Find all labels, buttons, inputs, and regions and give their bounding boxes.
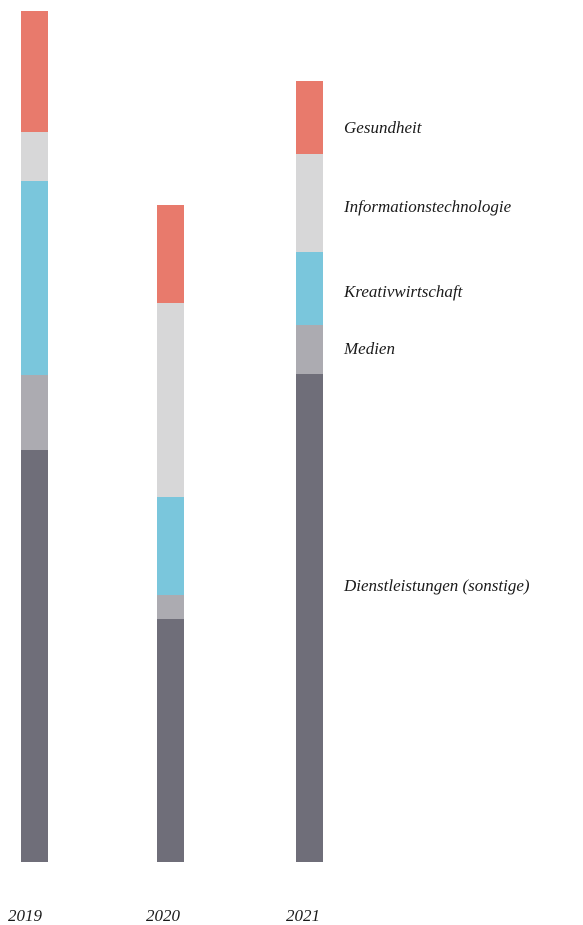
bar-segment-2020-gesundheit bbox=[157, 205, 184, 303]
bar-segment-2019-informationstechnologie bbox=[21, 132, 48, 181]
bar-segment-2021-informationstechnologie bbox=[296, 154, 323, 252]
legend-label-kreativwirtschaft: Kreativwirtschaft bbox=[343, 282, 464, 301]
bar-segment-2021-gesundheit bbox=[296, 81, 323, 154]
bar-segment-2020-medien bbox=[157, 595, 184, 619]
bar-segment-2021-dienstleistungen-sonstige bbox=[296, 374, 323, 862]
bar-segment-2020-dienstleistungen-sonstige bbox=[157, 619, 184, 862]
legend-label-informationstechnologie: Informationstechnologie bbox=[343, 197, 512, 216]
bar-segment-2019-kreativwirtschaft bbox=[21, 181, 48, 375]
bar-segment-2019-dienstleistungen-sonstige bbox=[21, 450, 48, 862]
legend-label-gesundheit: Gesundheit bbox=[344, 118, 423, 137]
bar-segment-2019-medien bbox=[21, 375, 48, 450]
bar-segment-2021-medien bbox=[296, 325, 323, 374]
bar-segment-2020-kreativwirtschaft bbox=[157, 497, 184, 595]
x-tick-label-2021: 2021 bbox=[286, 906, 320, 925]
legend-label-dienstleistungen-sonstige: Dienstleistungen (sonstige) bbox=[343, 576, 530, 595]
legend: Dienstleistungen (sonstige) Medien Kreativ… bbox=[343, 118, 530, 595]
bar-segment-2019-gesundheit bbox=[21, 11, 48, 132]
legend-label-medien: Medien bbox=[343, 339, 395, 358]
x-axis-labels: 2019 2020 2021 bbox=[8, 906, 320, 925]
bar-segment-2020-informationstechnologie bbox=[157, 303, 184, 497]
x-tick-label-2020: 2020 bbox=[146, 906, 181, 925]
x-tick-label-2019: 2019 bbox=[8, 906, 43, 925]
bars bbox=[21, 11, 323, 862]
bar-segment-2021-kreativwirtschaft bbox=[296, 252, 323, 325]
